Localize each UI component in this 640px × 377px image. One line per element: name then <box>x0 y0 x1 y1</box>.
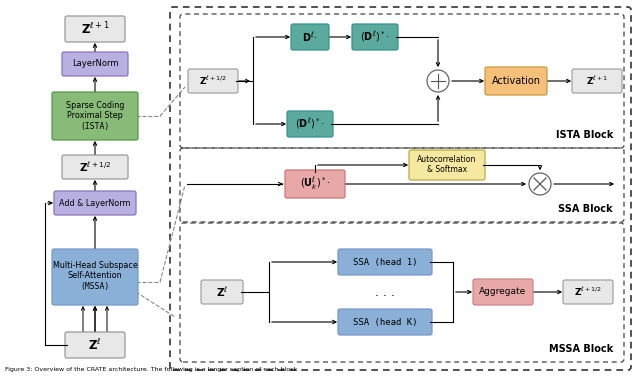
Text: & Softmax: & Softmax <box>427 166 467 175</box>
Text: Activation: Activation <box>492 76 541 86</box>
FancyBboxPatch shape <box>201 280 243 304</box>
Text: $(\mathbf{U}_k^{\ell})^*$·: $(\mathbf{U}_k^{\ell})^*$· <box>300 176 330 192</box>
Circle shape <box>427 70 449 92</box>
Text: $\mathbf{Z}^{\ell+1/2}$: $\mathbf{Z}^{\ell+1/2}$ <box>574 286 602 298</box>
FancyBboxPatch shape <box>352 24 398 50</box>
FancyBboxPatch shape <box>338 309 432 335</box>
FancyBboxPatch shape <box>409 150 485 180</box>
Text: . . .: . . . <box>375 285 395 299</box>
Text: Proximal Step: Proximal Step <box>67 110 123 120</box>
Text: Add & LayerNorm: Add & LayerNorm <box>60 199 131 207</box>
Text: $\mathbf{Z}^{\ell+1/2}$: $\mathbf{Z}^{\ell+1/2}$ <box>79 160 111 174</box>
FancyBboxPatch shape <box>338 249 432 275</box>
Circle shape <box>529 173 551 195</box>
Text: Self-Attention: Self-Attention <box>68 271 122 279</box>
Text: Autocorrelation: Autocorrelation <box>417 155 477 164</box>
Text: MSSA Block: MSSA Block <box>548 344 613 354</box>
FancyBboxPatch shape <box>485 67 547 95</box>
Text: Sparse Coding: Sparse Coding <box>66 101 124 109</box>
Text: $\mathbf{Z}^{\ell+1/2}$: $\mathbf{Z}^{\ell+1/2}$ <box>199 75 227 87</box>
FancyBboxPatch shape <box>287 111 333 137</box>
FancyBboxPatch shape <box>285 170 345 198</box>
Text: ISTA Block: ISTA Block <box>556 130 613 140</box>
FancyBboxPatch shape <box>62 155 128 179</box>
Text: Aggregate: Aggregate <box>479 288 527 296</box>
Text: SSA (head K): SSA (head K) <box>353 317 417 326</box>
FancyBboxPatch shape <box>52 249 138 305</box>
Text: (MSSA): (MSSA) <box>81 282 109 291</box>
Text: Figure 3: Overview of the CRATE architecture. The following is a longer caption : Figure 3: Overview of the CRATE architec… <box>5 367 298 372</box>
Text: $\mathbf{Z}^{\ell}$: $\mathbf{Z}^{\ell}$ <box>88 337 102 352</box>
Text: $(\mathbf{D}^{\ell})^*$·: $(\mathbf{D}^{\ell})^*$· <box>360 29 390 44</box>
FancyBboxPatch shape <box>188 69 238 93</box>
Text: LayerNorm: LayerNorm <box>72 60 118 69</box>
Text: $\mathbf{Z}^{\ell+1}$: $\mathbf{Z}^{\ell+1}$ <box>586 75 608 87</box>
FancyBboxPatch shape <box>572 69 622 93</box>
FancyBboxPatch shape <box>563 280 613 304</box>
Text: SSA (head 1): SSA (head 1) <box>353 257 417 267</box>
Text: Multi-Head Subspace: Multi-Head Subspace <box>52 262 138 271</box>
FancyBboxPatch shape <box>62 52 128 76</box>
Text: $\mathbf{Z}^{\ell+1}$: $\mathbf{Z}^{\ell+1}$ <box>81 21 109 37</box>
Text: (ISTA): (ISTA) <box>81 121 109 130</box>
FancyBboxPatch shape <box>473 279 533 305</box>
FancyBboxPatch shape <box>52 92 138 140</box>
FancyBboxPatch shape <box>65 332 125 358</box>
Text: $(\mathbf{D}^{\ell})^*$·: $(\mathbf{D}^{\ell})^*$· <box>295 116 324 132</box>
Text: SSA Block: SSA Block <box>558 204 613 214</box>
FancyBboxPatch shape <box>54 191 136 215</box>
Text: $\mathbf{Z}^{\ell}$: $\mathbf{Z}^{\ell}$ <box>216 285 228 299</box>
Text: $\mathbf{D}^{\ell}$·: $\mathbf{D}^{\ell}$· <box>302 30 317 44</box>
FancyBboxPatch shape <box>291 24 329 50</box>
FancyBboxPatch shape <box>65 16 125 42</box>
